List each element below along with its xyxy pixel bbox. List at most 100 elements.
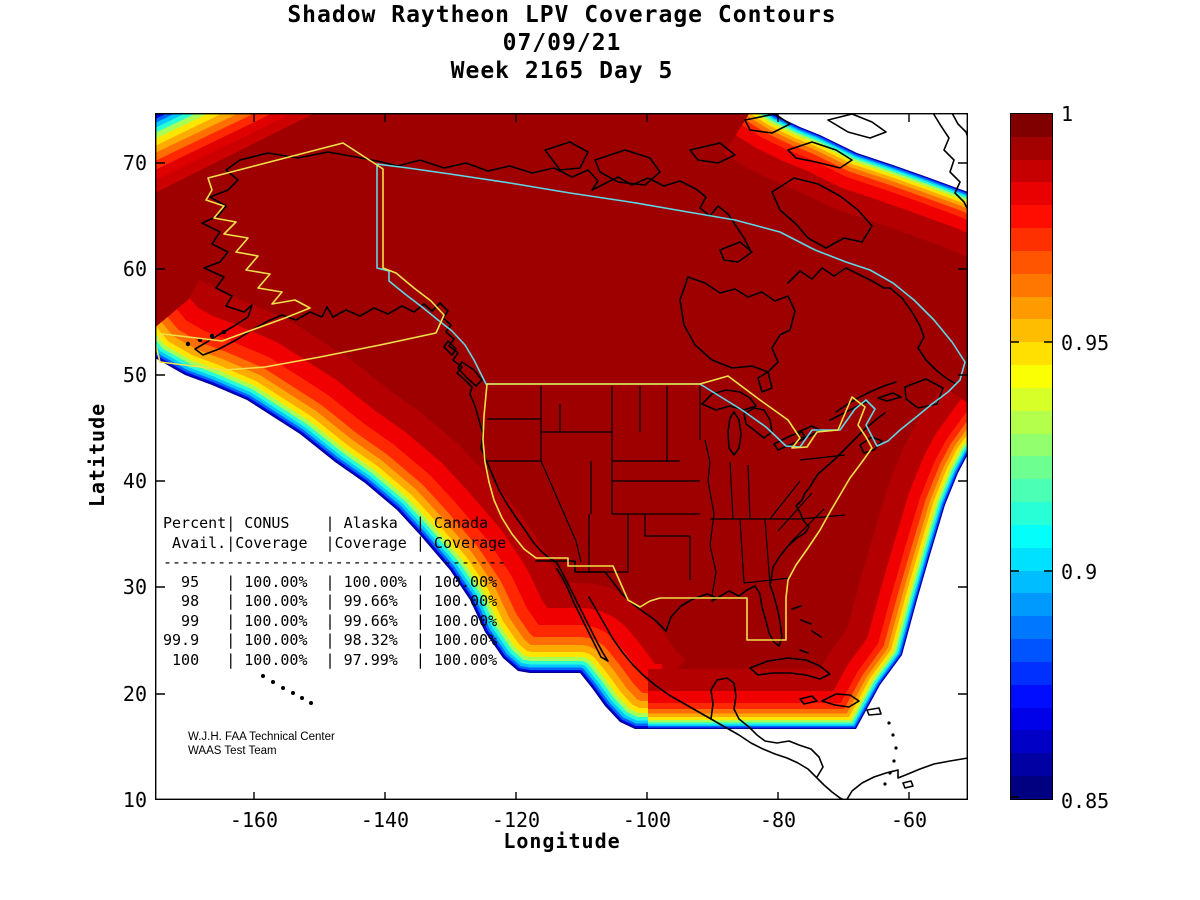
- corner-contour-band: [155, 113, 168, 119]
- colorbar-ticks: [1010, 341, 1053, 798]
- canada-boundary: [376, 163, 966, 448]
- arctic-islet-1: [689, 142, 736, 164]
- colorbar-step: [1011, 365, 1052, 388]
- colorbar-step: [1011, 205, 1052, 229]
- colorbar-step: [1011, 479, 1052, 503]
- colorbar-step: [1011, 296, 1052, 320]
- colorbar-tick-1: 0.95: [1061, 331, 1110, 355]
- plot-date: 07/09/21: [502, 30, 622, 56]
- colorbar-step: [1011, 730, 1052, 754]
- colorbar-step: [1011, 639, 1052, 662]
- colorbar-step: [1011, 616, 1052, 640]
- colorbar-step: [1011, 502, 1052, 525]
- x-tick-4: -80: [759, 808, 797, 832]
- victoria-island: [594, 149, 661, 186]
- lake-superior: [701, 389, 757, 411]
- coverage-map: [155, 113, 968, 800]
- colorbar-step: [1011, 707, 1052, 731]
- plot-title: Shadow Raytheon LPV Coverage Contours: [287, 2, 837, 28]
- colorbar: [1010, 113, 1053, 800]
- y-tick-0: 70: [122, 151, 147, 175]
- southampton-island: [719, 241, 753, 263]
- colorbar-tick-2: 0.9: [1061, 560, 1098, 584]
- vancouver-island: [457, 361, 483, 387]
- alaska-coast: [194, 159, 473, 388]
- colorbar-step: [1011, 114, 1052, 137]
- conus-boundary: [482, 375, 873, 641]
- y-tick-4: 30: [122, 575, 147, 599]
- colorbar-step: [1011, 410, 1052, 434]
- credit-text: W.J.H. FAA Technical Center WAAS Test Te…: [188, 731, 335, 758]
- trinidad: [902, 780, 914, 789]
- baffin-island: [771, 177, 873, 249]
- bahamas: [791, 605, 822, 654]
- yucatan-caribbean-coast: [710, 677, 824, 778]
- colorbar-step: [1011, 547, 1052, 571]
- colorbar-step: [1011, 182, 1052, 206]
- coastlines: [194, 113, 968, 800]
- x-tick-5: -60: [890, 808, 928, 832]
- colorbar-step: [1011, 387, 1052, 411]
- alaska-boundary: [155, 142, 445, 371]
- y-tick-5: 20: [122, 682, 147, 706]
- arctic-islet-2: [744, 113, 791, 134]
- x-tick-1: -140: [360, 808, 410, 832]
- colorbar-step: [1011, 159, 1052, 183]
- y-tick-1: 60: [122, 257, 147, 281]
- credit-line1: W.J.H. FAA Technical Center: [188, 731, 335, 743]
- y-tick-2: 50: [122, 363, 147, 387]
- colorbar-step: [1011, 250, 1052, 274]
- y-tick-3: 40: [122, 469, 147, 493]
- baja-peninsula: [556, 562, 609, 662]
- cuba: [749, 657, 831, 680]
- puerto-rico: [866, 707, 882, 716]
- credit-line2: WAAS Test Team: [188, 744, 277, 757]
- colorbar-step: [1011, 136, 1052, 160]
- colorbar-step: [1011, 753, 1052, 777]
- pacific-coast: [469, 386, 558, 564]
- colorbar-step: [1011, 433, 1052, 457]
- colorbar-step: [1011, 319, 1052, 343]
- plot-week-day: Week 2165 Day 5: [450, 58, 674, 84]
- colorbar-step: [1011, 456, 1052, 480]
- colorbar-step: [1011, 524, 1052, 548]
- x-tick-3: -100: [622, 808, 672, 832]
- arctic-coast: [376, 159, 751, 251]
- lake-michigan: [727, 411, 742, 456]
- colorbar-step: [1011, 776, 1052, 799]
- y-axis-label: Latitude: [85, 402, 109, 508]
- devon-island: [787, 141, 853, 169]
- colorbar-tick-0: 1: [1061, 102, 1074, 126]
- colorbar-step: [1011, 593, 1052, 617]
- colorbar-step: [1011, 228, 1052, 251]
- gulf-atlantic-coast: [665, 412, 886, 647]
- newfoundland: [904, 378, 944, 409]
- colorbar-step: [1011, 570, 1052, 594]
- south-america-coast: [845, 757, 968, 800]
- y-tick-6: 10: [122, 788, 147, 812]
- hudson-bay: [679, 276, 796, 393]
- plot-frame: [155, 113, 968, 800]
- x-axis-label: Longitude: [503, 829, 621, 853]
- x-tick-0: -160: [229, 808, 279, 832]
- colorbar-step: [1011, 273, 1052, 297]
- x-tick-2: -120: [491, 808, 541, 832]
- anticosti: [877, 392, 902, 402]
- haida-gwaii: [443, 340, 457, 356]
- jamaica: [799, 695, 818, 705]
- alaska-north-coast: [239, 151, 378, 162]
- hispaniola: [821, 693, 860, 708]
- island-dots: [185, 329, 898, 786]
- banks-island: [544, 141, 589, 171]
- colorbar-tick-3: 0.85: [1061, 789, 1110, 813]
- ungava-hudson-strait: [787, 267, 891, 289]
- colorbar-step: [1011, 684, 1052, 708]
- colorbar-step: [1011, 342, 1052, 366]
- service-boundaries: [155, 142, 966, 641]
- coverage-table: Percent| CONUS | Alaska | Canada Avail.|…: [163, 514, 507, 669]
- mexico-west-coast: [588, 596, 846, 800]
- colorbar-step: [1011, 661, 1052, 685]
- corner-contour-bands: [155, 113, 315, 193]
- labrador-coast: [889, 287, 957, 385]
